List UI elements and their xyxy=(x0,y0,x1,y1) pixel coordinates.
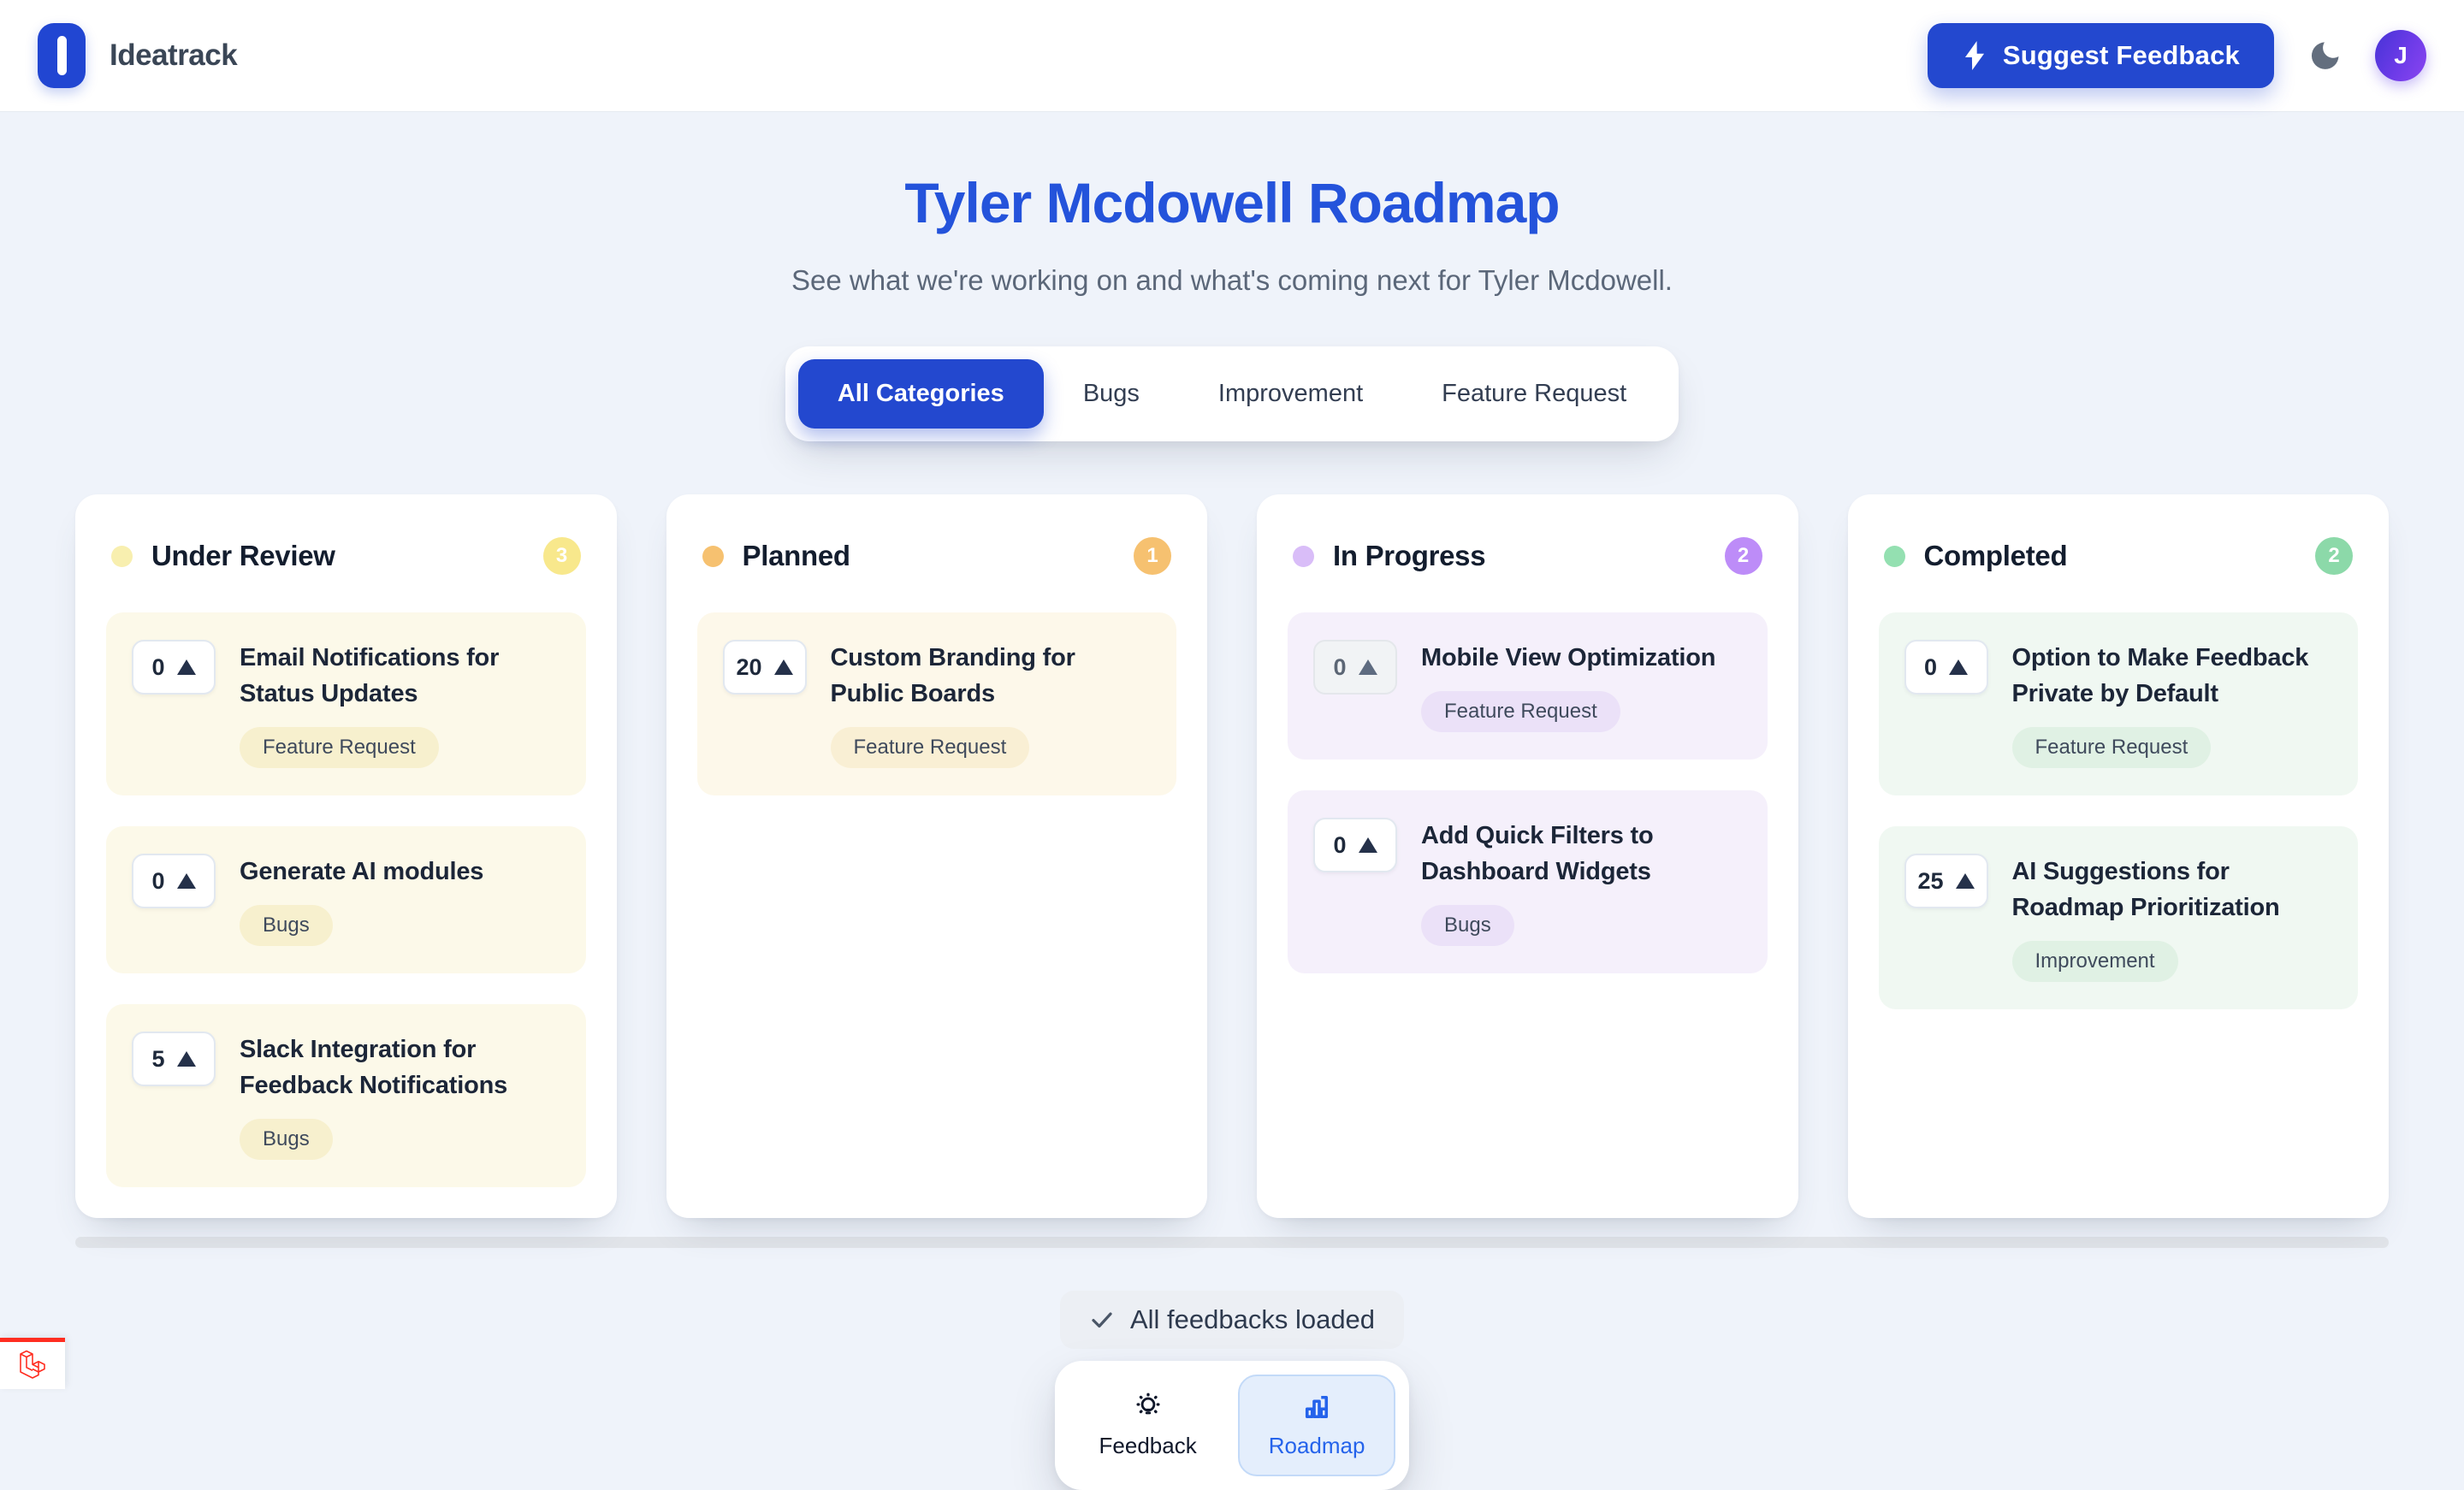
horizontal-scrollbar[interactable] xyxy=(75,1237,2389,1249)
vote-count: 0 xyxy=(151,867,165,894)
avatar-initial: J xyxy=(2394,42,2408,68)
brand-name: Ideatrack xyxy=(110,38,238,72)
feedback-card: 0 Mobile View Optimization Feature Request xyxy=(1288,612,1768,760)
upvote-triangle-icon xyxy=(773,659,793,675)
tab-bugs[interactable]: Bugs xyxy=(1044,359,1179,429)
feedback-card: 20 Custom Branding for Public Boards Featu… xyxy=(696,612,1176,796)
category-tag: Feature Request xyxy=(240,727,439,769)
page-subtitle: See what we're working on and what's com… xyxy=(791,264,1673,296)
loaded-text: All feedbacks loaded xyxy=(1129,1304,1376,1335)
feedback-title: Mobile View Optimization xyxy=(1421,644,1716,671)
feedback-card: 0 Add Quick Filters to Dashboard Widgets B… xyxy=(1288,790,1768,974)
lightbulb-icon xyxy=(1133,1392,1164,1422)
bottom-nav: Feedback Roadmap xyxy=(1054,1361,1410,1490)
vote-count: 20 xyxy=(736,653,762,680)
count-badge: 1 xyxy=(1134,537,1171,575)
ideatrack-logo-icon xyxy=(38,23,86,88)
upvote-triangle-icon xyxy=(1955,873,1975,890)
nav-label-feedback: Feedback xyxy=(1099,1433,1197,1459)
upvote-triangle-icon xyxy=(1358,837,1377,854)
roadmap-board: Under Review 3 0 Email Notifications for St… xyxy=(75,494,2389,1219)
feedback-card: 0 Generate AI modules Bugs xyxy=(106,826,586,974)
moon-icon xyxy=(2307,38,2343,74)
upvote-triangle-icon xyxy=(1358,659,1377,675)
column-title: Under Review xyxy=(151,540,335,571)
upvote-button[interactable]: 0 xyxy=(132,640,216,695)
upvote-triangle-icon xyxy=(176,873,196,890)
count-badge: 3 xyxy=(542,537,581,575)
upvote-button[interactable]: 5 xyxy=(132,1032,216,1087)
hero-section: Tyler Mcdowell Roadmap See what we're wo… xyxy=(0,112,2464,297)
check-icon xyxy=(1089,1307,1115,1333)
feedback-card: 25 AI Suggestions for Roadmap Prioritizat… xyxy=(1878,826,2358,1010)
feedback-title: Add Quick Filters to Dashboard Widgets xyxy=(1421,822,1654,886)
upvote-triangle-icon xyxy=(1949,659,1969,675)
category-tag: Feature Request xyxy=(1421,691,1620,733)
upvote-button[interactable]: 0 xyxy=(1313,640,1397,695)
nav-label-roadmap: Roadmap xyxy=(1268,1433,1365,1459)
column-title: Planned xyxy=(742,540,851,571)
category-tag: Bugs xyxy=(240,905,333,947)
brand[interactable]: Ideatrack xyxy=(38,23,238,88)
vote-count: 0 xyxy=(1333,653,1347,680)
user-avatar[interactable]: J xyxy=(2375,30,2426,81)
column-completed: Completed 2 0 Option to Make Feedback Priva… xyxy=(1847,494,2389,1219)
feedback-title: Generate AI modules xyxy=(240,858,484,886)
laravel-debugbar[interactable] xyxy=(0,1338,65,1389)
laravel-icon xyxy=(15,1349,50,1383)
feedback-title: Email Notifications for Status Updates xyxy=(240,644,500,708)
page-title: Tyler Mcdowell Roadmap xyxy=(904,171,1560,234)
upvote-button[interactable]: 25 xyxy=(1904,854,1988,909)
column-planned: Planned 1 20 Custom Branding for Public Boa… xyxy=(666,494,1207,1219)
feedback-title: Custom Branding for Public Boards xyxy=(830,644,1075,708)
tab-all-categories[interactable]: All Categories xyxy=(797,359,1044,429)
category-tag: Feature Request xyxy=(2011,727,2212,769)
vote-count: 0 xyxy=(151,653,165,680)
suggest-feedback-button[interactable]: Suggest Feedback xyxy=(1927,23,2274,88)
upvote-button[interactable]: 0 xyxy=(1904,640,1988,695)
tab-feature-request[interactable]: Feature Request xyxy=(1402,359,1666,429)
all-loaded-status: All feedbacks loaded xyxy=(1059,1291,1405,1350)
status-dot xyxy=(1883,545,1905,567)
status-dot xyxy=(111,545,133,567)
vote-count: 25 xyxy=(1917,867,1944,894)
bolt-icon xyxy=(1962,41,1987,70)
category-tag: Feature Request xyxy=(830,727,1030,769)
column-title: In Progress xyxy=(1333,540,1486,571)
vote-count: 5 xyxy=(151,1045,165,1072)
dark-mode-toggle[interactable] xyxy=(2307,38,2343,74)
nav-item-feedback[interactable]: Feedback xyxy=(1069,1375,1228,1476)
bar-chart-icon xyxy=(1301,1392,1332,1422)
column-under-review: Under Review 3 0 Email Notifications for St… xyxy=(75,494,617,1219)
feedback-title: Option to Make Feedback Private by Defau… xyxy=(2011,644,2309,708)
upvote-triangle-icon xyxy=(176,659,196,675)
status-dot xyxy=(702,545,724,567)
count-badge: 2 xyxy=(1724,537,1762,575)
feedback-card: 0 Email Notifications for Status Updates F… xyxy=(106,612,586,796)
upvote-triangle-icon xyxy=(176,1051,196,1067)
column-title: Completed xyxy=(1923,540,2068,571)
category-tag: Bugs xyxy=(1421,905,1514,947)
nav-item-roadmap[interactable]: Roadmap xyxy=(1237,1375,1396,1477)
upvote-button[interactable]: 0 xyxy=(132,854,216,909)
status-dot xyxy=(1293,545,1314,567)
upvote-button[interactable]: 0 xyxy=(1313,818,1397,873)
feedback-title: Slack Integration for Feedback Notificat… xyxy=(240,1036,508,1100)
feedback-title: AI Suggestions for Roadmap Prioritizatio… xyxy=(2011,858,2280,922)
feedback-card: 0 Option to Make Feedback Private by Defa… xyxy=(1878,612,2358,796)
category-tag: Bugs xyxy=(240,1119,333,1161)
category-tabs: All Categories Bugs Improvement Feature Req… xyxy=(785,346,1679,441)
column-in-progress: In Progress 2 0 Mobile View Optimization Fea… xyxy=(1257,494,1798,1219)
feedback-card: 5 Slack Integration for Feedback Notifica… xyxy=(106,1004,586,1188)
vote-count: 0 xyxy=(1333,831,1347,858)
category-tag: Improvement xyxy=(2011,941,2178,983)
top-navbar: Ideatrack Suggest Feedback J xyxy=(0,0,2464,112)
upvote-button[interactable]: 20 xyxy=(722,640,807,695)
tab-improvement[interactable]: Improvement xyxy=(1179,359,1402,429)
vote-count: 0 xyxy=(1923,653,1938,680)
count-badge: 2 xyxy=(2315,537,2353,575)
